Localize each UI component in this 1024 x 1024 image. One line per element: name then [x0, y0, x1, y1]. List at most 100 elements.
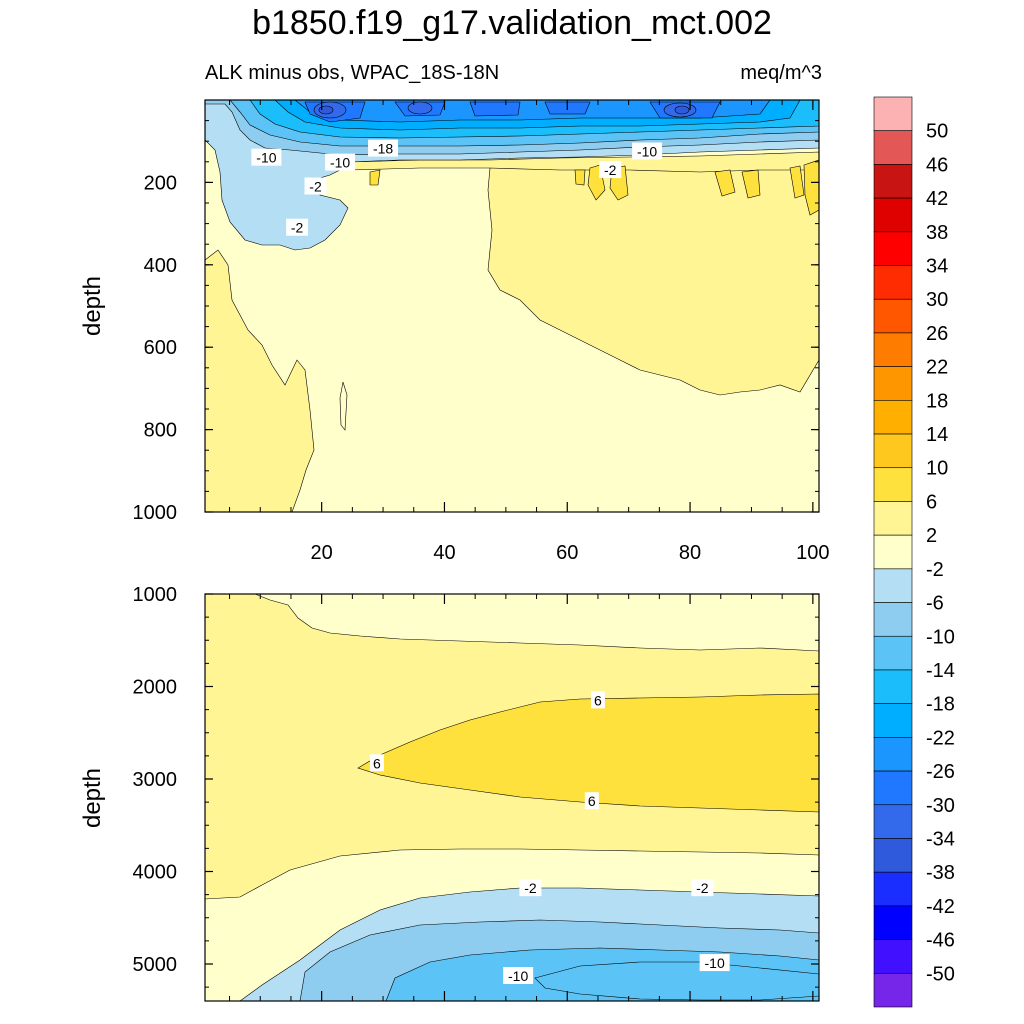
colorbar-swatch: [873, 534, 913, 570]
colorbar-label: -34: [926, 828, 955, 850]
lower-plot-frame: [204, 593, 820, 1002]
colorbar-swatch: [873, 467, 913, 502]
colorbar-swatch: [873, 838, 913, 873]
colorbar-swatch: [873, 501, 913, 536]
colorbar-swatch: [873, 905, 913, 940]
svg-text:-10: -10: [637, 144, 657, 160]
contour-label: 6: [590, 691, 605, 709]
lower-band-core: [534, 961, 819, 1001]
upper-isolated-contour: [339, 381, 348, 431]
colorbar-label: -30: [926, 795, 955, 817]
contour-label: 6: [584, 792, 599, 810]
colorbar-swatch: [873, 298, 913, 334]
contour-label: 6: [369, 754, 384, 772]
colorbar-swatch: [873, 602, 913, 637]
svg-text:6: 6: [588, 793, 596, 809]
y-tick-label: 2000: [133, 677, 178, 699]
colorbar-label: -26: [926, 761, 955, 783]
contour-label: -2: [599, 161, 622, 179]
y-tick-label: 600: [144, 337, 177, 359]
colorbar-label: -14: [926, 660, 955, 682]
colorbar-label: 22: [926, 357, 948, 379]
contour-label: -10: [503, 967, 534, 985]
colorbar-label: 2: [926, 525, 937, 547]
colorbar-swatch: [873, 231, 913, 266]
lower-band-minus2-2-upper: [254, 594, 819, 652]
x-tick-label: 80: [679, 542, 701, 564]
contour-label: -2: [519, 879, 542, 897]
colorbar-label: -38: [926, 862, 955, 884]
colorbar-swatch: [873, 669, 913, 704]
svg-text:-10: -10: [705, 955, 725, 971]
contour-label: -2: [304, 177, 327, 195]
colorbar-swatch: [873, 332, 913, 367]
y-tick-label: 1000: [133, 502, 178, 524]
colorbar-label: 6: [926, 491, 937, 513]
x-tick-label: 60: [556, 542, 578, 564]
svg-text:6: 6: [594, 692, 602, 708]
colorbar-label: 18: [926, 390, 948, 412]
chart-title: b1850.f19_g17.validation_mct.002: [252, 4, 772, 42]
colorbar-label: -22: [926, 727, 955, 749]
chart-subtitle-units: meq/m^3: [740, 62, 822, 84]
colorbar-swatch: [873, 265, 913, 300]
colorbar-swatch: [873, 568, 913, 603]
svg-text:-10: -10: [508, 968, 528, 984]
colorbar-label: 10: [926, 458, 948, 480]
y-tick-label: 5000: [133, 954, 178, 976]
colorbar-swatch: [873, 972, 913, 1008]
colorbar-swatch: [873, 737, 913, 772]
colorbar-label: -46: [926, 930, 955, 952]
lower-panel-contours: [205, 594, 819, 1001]
contour-label: -18: [368, 139, 399, 157]
upper-band-6-10-spots: [369, 159, 819, 216]
y-tick-label: 800: [144, 420, 177, 442]
colorbar-swatch: [873, 804, 913, 839]
colorbar-swatch: [873, 433, 913, 469]
colorbar-swatch: [873, 400, 913, 435]
colorbar-swatch: [873, 939, 913, 974]
svg-text:-18: -18: [373, 141, 393, 157]
x-tick-label: 40: [433, 542, 455, 564]
y-tick-label: 3000: [133, 769, 178, 791]
contour-label: -2: [691, 879, 714, 897]
contour-labels: -10 -10 -18 -10 -2 -2 -2 6 6 6 -2 -2 -10 -10: [251, 139, 730, 985]
colorbar-label: -18: [926, 694, 955, 716]
colorbar-swatch: [873, 366, 913, 401]
upper-band-minus38-minus34: [318, 105, 690, 115]
contour-label: -2: [286, 218, 309, 236]
colorbar-label: 46: [926, 154, 948, 176]
colorbar-label: 50: [926, 121, 948, 143]
colorbar-label: -10: [926, 626, 955, 648]
axis-ticks: 200 400 600 800 1000 20 40 60 80 100 1000 2000 3000 4…: [133, 99, 830, 1001]
colorbar-swatch: [873, 635, 913, 671]
colorbar-label: 34: [926, 256, 948, 278]
chart-subtitle-left: ALK minus obs, WPAC_18S-18N: [205, 62, 500, 84]
colorbar: 50 46 42 38 34 30 26 22 18 14 10 6 2 -2 -6 -10 -14 -18 -22…: [873, 96, 955, 1008]
colorbar-label: -2: [926, 559, 944, 581]
contour-label: -10: [251, 148, 282, 166]
colorbar-label: 26: [926, 323, 948, 345]
contour-label: -10: [699, 954, 730, 972]
svg-text:-2: -2: [604, 162, 617, 178]
colorbar-label: -42: [926, 896, 955, 918]
colorbar-swatch: [873, 871, 913, 907]
contour-label: -10: [325, 153, 356, 171]
svg-text:6: 6: [373, 755, 381, 771]
colorbar-swatch: [873, 770, 913, 806]
colorbar-swatch: [873, 164, 913, 199]
x-tick-label: 100: [796, 542, 829, 564]
upper-band-2-6-left: [205, 249, 315, 512]
x-tick-label: 20: [311, 542, 333, 564]
y-tick-label: 400: [144, 255, 177, 277]
contour-label: -10: [632, 142, 663, 160]
y-tick-label: 4000: [133, 862, 178, 884]
colorbar-label: 30: [926, 289, 948, 311]
svg-text:-2: -2: [291, 220, 304, 236]
y-tick-label: 1000: [133, 584, 178, 606]
svg-text:-2: -2: [524, 880, 537, 896]
svg-text:-2: -2: [696, 880, 709, 896]
svg-text:-10: -10: [256, 150, 276, 166]
colorbar-swatch: [873, 703, 913, 738]
colorbar-label: 14: [926, 424, 948, 446]
